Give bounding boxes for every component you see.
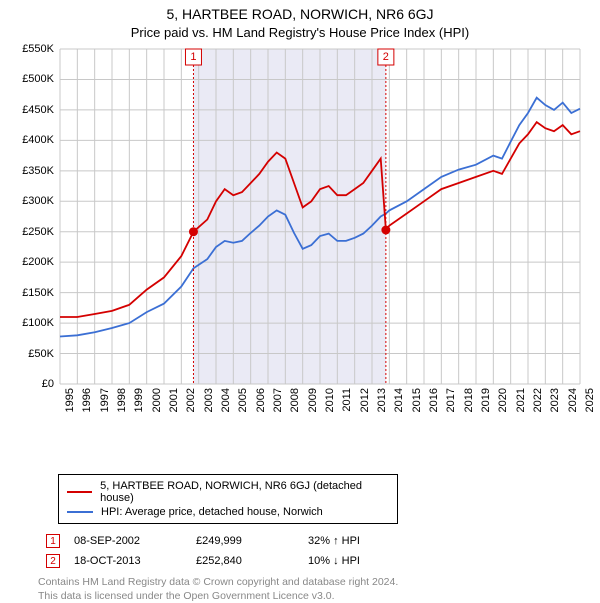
event-box-icon: 2: [46, 554, 60, 568]
footer-line-2: This data is licensed under the Open Gov…: [38, 590, 335, 602]
event-price: £249,999: [190, 532, 300, 550]
x-tick-label: 2015: [411, 388, 423, 412]
price-chart: 12 £0£50K£100K£150K£200K£250K£300K£350K£…: [10, 44, 590, 424]
event-date: 08-SEP-2002: [68, 532, 188, 550]
x-tick-label: 2006: [255, 388, 267, 412]
x-tick-label: 2025: [584, 388, 596, 412]
x-tick-label: 2024: [567, 388, 579, 412]
event-row: 1 08-SEP-2002£249,99932% ↑ HPI: [40, 532, 366, 550]
event-dot: [381, 225, 390, 234]
y-tick-label: £250K: [10, 226, 54, 238]
x-tick-label: 2010: [324, 388, 336, 412]
event-delta: 10% ↓ HPI: [302, 552, 366, 570]
x-tick-label: 2020: [497, 388, 509, 412]
x-tick-label: 2002: [185, 388, 197, 412]
x-tick-label: 2016: [428, 388, 440, 412]
y-tick-label: £350K: [10, 165, 54, 177]
y-tick-label: £0: [10, 378, 54, 390]
x-tick-label: 2023: [549, 388, 561, 412]
x-tick-label: 2021: [515, 388, 527, 412]
legend-swatch: [67, 511, 93, 513]
x-tick-label: 1996: [81, 388, 93, 412]
event-box-icon: 1: [46, 534, 60, 548]
x-tick-label: 2019: [480, 388, 492, 412]
y-tick-label: £500K: [10, 73, 54, 85]
y-tick-label: £300K: [10, 195, 54, 207]
y-tick-label: £550K: [10, 43, 54, 55]
event-delta: 32% ↑ HPI: [302, 532, 366, 550]
y-tick-label: £450K: [10, 104, 54, 116]
y-tick-label: £50K: [10, 348, 54, 360]
y-tick-label: £200K: [10, 256, 54, 268]
y-tick-label: £150K: [10, 287, 54, 299]
footer-note: Contains HM Land Registry data © Crown c…: [38, 576, 600, 603]
x-tick-label: 2011: [341, 388, 353, 412]
event-date: 18-OCT-2013: [68, 552, 188, 570]
event-dot: [189, 227, 198, 236]
x-tick-label: 2007: [272, 388, 284, 412]
x-tick-label: 2001: [168, 388, 180, 412]
x-tick-label: 1995: [64, 388, 76, 412]
x-tick-label: 2005: [237, 388, 249, 412]
x-tick-label: 2009: [307, 388, 319, 412]
x-tick-label: 2013: [376, 388, 388, 412]
event-number: 1: [190, 51, 196, 63]
x-tick-label: 2008: [289, 388, 301, 412]
legend: 5, HARTBEE ROAD, NORWICH, NR6 6GJ (detac…: [58, 474, 398, 524]
x-tick-label: 2022: [532, 388, 544, 412]
event-number: 2: [383, 51, 389, 63]
y-tick-label: £400K: [10, 134, 54, 146]
y-tick-label: £100K: [10, 317, 54, 329]
x-tick-label: 2012: [359, 388, 371, 412]
legend-item-property: 5, HARTBEE ROAD, NORWICH, NR6 6GJ (detac…: [67, 479, 389, 505]
plot-area: 12: [60, 49, 580, 384]
x-tick-label: 1998: [116, 388, 128, 412]
legend-label: HPI: Average price, detached house, Norw…: [101, 506, 323, 518]
x-tick-label: 2004: [220, 388, 232, 412]
x-tick-label: 1999: [133, 388, 145, 412]
page-title: 5, HARTBEE ROAD, NORWICH, NR6 6GJ: [0, 0, 600, 22]
footer-line-1: Contains HM Land Registry data © Crown c…: [38, 576, 398, 588]
event-row: 2 18-OCT-2013£252,84010% ↓ HPI: [40, 552, 366, 570]
x-tick-label: 2018: [463, 388, 475, 412]
event-price: £252,840: [190, 552, 300, 570]
x-tick-label: 2003: [203, 388, 215, 412]
x-tick-label: 2014: [393, 388, 405, 412]
x-tick-label: 2017: [445, 388, 457, 412]
x-tick-label: 1997: [99, 388, 111, 412]
legend-label: 5, HARTBEE ROAD, NORWICH, NR6 6GJ (detac…: [100, 480, 389, 504]
page-subtitle: Price paid vs. HM Land Registry's House …: [0, 22, 600, 44]
legend-item-hpi: HPI: Average price, detached house, Norw…: [67, 505, 389, 519]
x-tick-label: 2000: [151, 388, 163, 412]
events-table: 1 08-SEP-2002£249,99932% ↑ HPI 2 18-OCT-201…: [38, 530, 368, 572]
legend-swatch: [67, 491, 92, 493]
